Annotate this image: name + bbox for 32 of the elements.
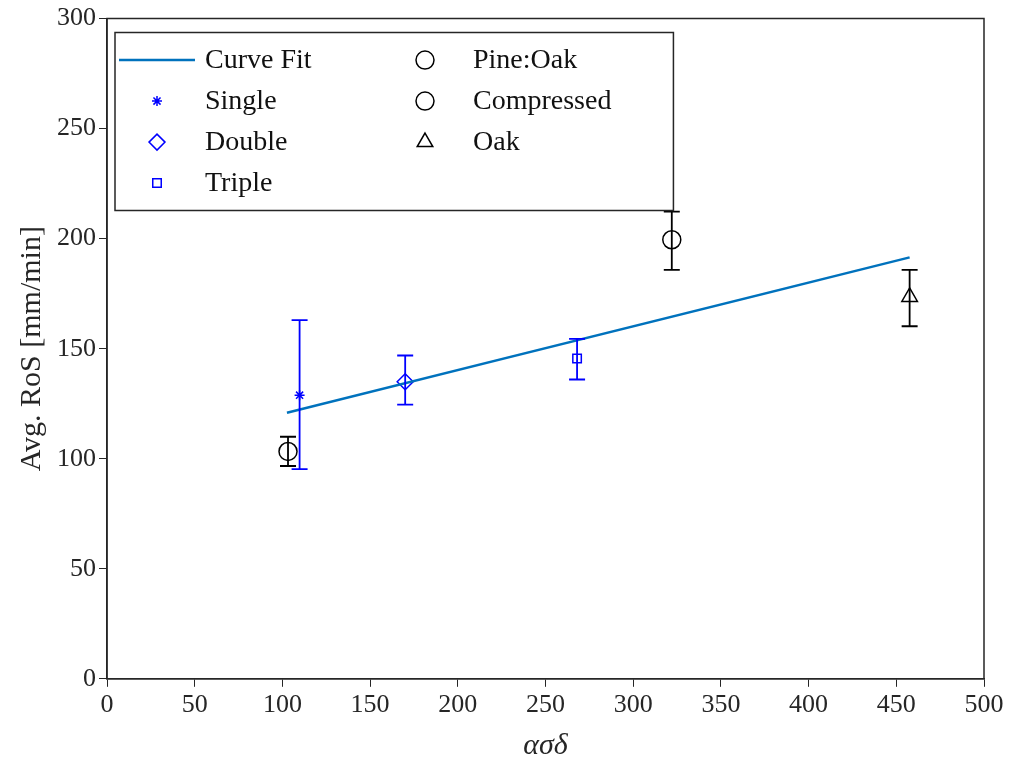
legend-label: Pine:Oak	[473, 43, 578, 75]
y-tick-label: 250	[57, 112, 96, 142]
legend-label: Triple	[205, 166, 273, 198]
point	[396, 372, 414, 391]
y-tick-label: 150	[57, 332, 96, 362]
y-tick-label: 300	[57, 2, 96, 32]
point	[662, 230, 682, 250]
x-tick-label: 450	[876, 689, 916, 719]
legend-label: Oak	[473, 125, 520, 157]
x-tick-label: 200	[438, 689, 478, 719]
x-tick-label: 50	[181, 689, 208, 719]
point	[572, 353, 583, 364]
y-axis-title: Avg. RoS [mm/min]	[12, 226, 46, 472]
legend-label: Compressed	[473, 84, 612, 116]
point	[901, 287, 919, 303]
y-tick-label: 100	[57, 442, 96, 472]
x-tick-label: 250	[526, 689, 565, 719]
y-tick-label: 200	[57, 222, 96, 252]
y-tick-label: 50	[70, 552, 96, 582]
x-axis-title: ασδ	[523, 726, 569, 760]
legend-label: Double	[205, 125, 288, 157]
x-tick-label: 500	[964, 689, 1004, 719]
x-tick-label: 350	[701, 689, 741, 719]
legend-label: Curve Fit	[205, 43, 312, 75]
x-tick-label: 400	[789, 689, 829, 719]
point	[293, 389, 306, 401]
y-tick-label: 0	[83, 662, 96, 692]
x-tick-label: 150	[350, 689, 390, 719]
legend-label: Single	[205, 84, 277, 116]
x-tick-label: 100	[262, 689, 302, 719]
point	[278, 441, 298, 462]
x-tick-label: 300	[613, 689, 653, 719]
